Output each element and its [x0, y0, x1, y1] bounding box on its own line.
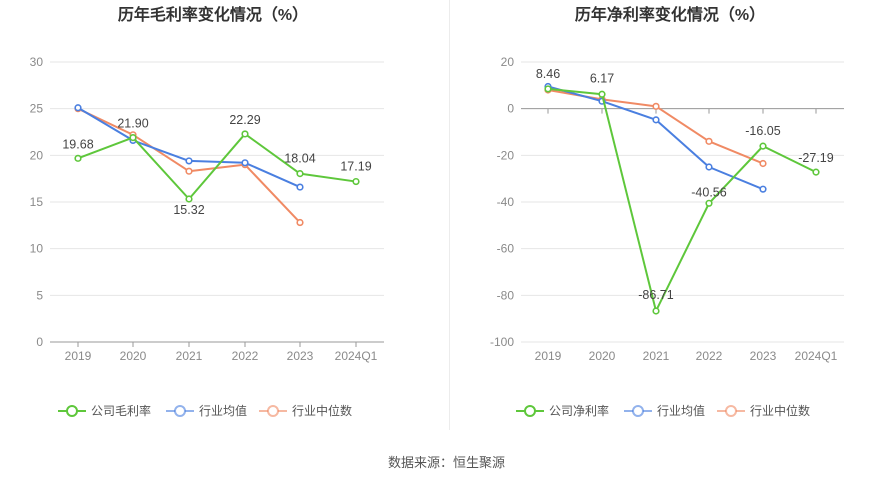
data-point: [241, 159, 249, 167]
series-avg: [544, 82, 767, 193]
data-point: [544, 85, 552, 93]
x-tick-label: 2022: [232, 349, 259, 363]
legend-marker: [66, 405, 78, 417]
chart-2: 历年净利率变化情况（%） -100 -80 -60 -40 -20 0 20 2019 2020 2…: [490, 5, 844, 418]
chart-divider: [449, 0, 450, 430]
data-label: -86.71: [638, 288, 673, 302]
series-avg: [74, 104, 304, 191]
x-tick-label: 2019: [65, 349, 92, 363]
x-tick-label: 2023: [750, 349, 777, 363]
legend-item-avg: 行业均值: [166, 403, 247, 418]
legend-marker: [174, 405, 186, 417]
data-label: 17.19: [340, 160, 371, 174]
source-text: 数据来源：恒生聚源: [387, 455, 505, 470]
chart-1: 历年毛利率变化情况（%） 0 5 10 15 20 25 30 2019 2020 2021 2022…: [30, 5, 384, 418]
x-tick-label: 2020: [120, 349, 147, 363]
data-label: 19.68: [62, 137, 93, 151]
data-point: [705, 163, 713, 171]
legend-label: 行业均值: [199, 403, 247, 418]
legend-marker: [632, 405, 644, 417]
x-tick-label: 2020: [589, 349, 616, 363]
y-tick-label: -60: [497, 242, 515, 256]
data-point: [705, 137, 713, 145]
series-company: 19.68 21.90 15.32 22.29 18.04 17.19: [62, 113, 371, 217]
legend-marker: [725, 405, 737, 417]
data-point: [185, 157, 193, 165]
y-tick-label: 20: [30, 148, 44, 162]
y-tick-label: 30: [30, 55, 44, 69]
series-median: [544, 86, 767, 168]
y-tick-label: -80: [497, 288, 515, 302]
data-point: [129, 134, 137, 142]
chart-title: 历年净利率变化情况（%）: [575, 5, 765, 24]
series-line: [547, 89, 764, 165]
series-line: [77, 106, 301, 188]
legend-label: 行业中位数: [750, 403, 810, 418]
legend-item-company: 公司毛利率: [58, 403, 151, 418]
data-point: [652, 116, 660, 124]
data-label: 21.90: [117, 117, 148, 131]
y-tick-label: 0: [507, 102, 514, 116]
data-point: [759, 142, 767, 150]
data-point: [759, 185, 767, 193]
series-line: [547, 87, 817, 312]
data-label: -40.56: [691, 185, 726, 199]
data-point: [812, 168, 820, 176]
data-point: [705, 199, 713, 207]
x-tick-label: 2022: [696, 349, 723, 363]
data-label: -27.19: [798, 151, 833, 165]
data-label: 22.29: [229, 113, 260, 127]
data-label: 6.17: [590, 71, 614, 85]
y-tick-label: 20: [501, 55, 515, 69]
data-point: [296, 183, 304, 191]
x-tick-label: 2023: [287, 349, 314, 363]
x-tick-label: 2021: [643, 349, 670, 363]
chart-title: 历年毛利率变化情况（%）: [118, 5, 308, 24]
y-tick-label: 10: [30, 242, 44, 256]
data-point: [759, 159, 767, 168]
data-point: [598, 90, 606, 98]
y-tick-label: 15: [30, 195, 44, 209]
data-point: [296, 218, 304, 227]
legend-item-avg: 行业均值: [624, 403, 705, 418]
data-point: [296, 170, 304, 178]
legend-marker: [524, 405, 536, 417]
data-label: 15.32: [173, 203, 204, 217]
data-label: 8.46: [536, 67, 560, 81]
legend-item-median: 行业中位数: [717, 403, 810, 418]
y-tick-label: -100: [490, 335, 514, 349]
data-point: [652, 102, 660, 110]
x-tick-label: 2024Q1: [795, 349, 838, 363]
legend-item-company: 公司净利率: [516, 403, 609, 418]
legend-item-median: 行业中位数: [259, 403, 352, 418]
data-point: [185, 167, 193, 175]
data-point: [352, 177, 360, 186]
x-tick-label: 2024Q1: [335, 349, 378, 363]
y-tick-label: 25: [30, 102, 44, 116]
data-point: [241, 130, 249, 138]
legend-label: 行业均值: [657, 403, 705, 418]
legend-label: 行业中位数: [292, 403, 352, 418]
data-point: [74, 104, 82, 112]
data-label: 18.04: [284, 152, 315, 166]
legend-label: 公司毛利率: [91, 403, 151, 418]
data-label: -16.05: [745, 124, 780, 138]
series-line: [547, 85, 764, 191]
y-tick-label: -20: [497, 148, 515, 162]
y-tick-label: -40: [497, 195, 515, 209]
x-tick-label: 2019: [535, 349, 562, 363]
data-point: [185, 195, 193, 203]
legend-marker: [267, 405, 279, 417]
series-company: 8.46 6.17 -86.71 -40.56 -16.05 -27.19: [536, 67, 834, 315]
data-point: [74, 154, 82, 162]
legend-label: 公司净利率: [549, 403, 609, 418]
data-point: [652, 307, 660, 315]
x-tick-label: 2021: [176, 349, 203, 363]
y-tick-label: 5: [36, 288, 43, 302]
y-tick-label: 0: [36, 335, 43, 349]
series-line: [77, 132, 357, 201]
